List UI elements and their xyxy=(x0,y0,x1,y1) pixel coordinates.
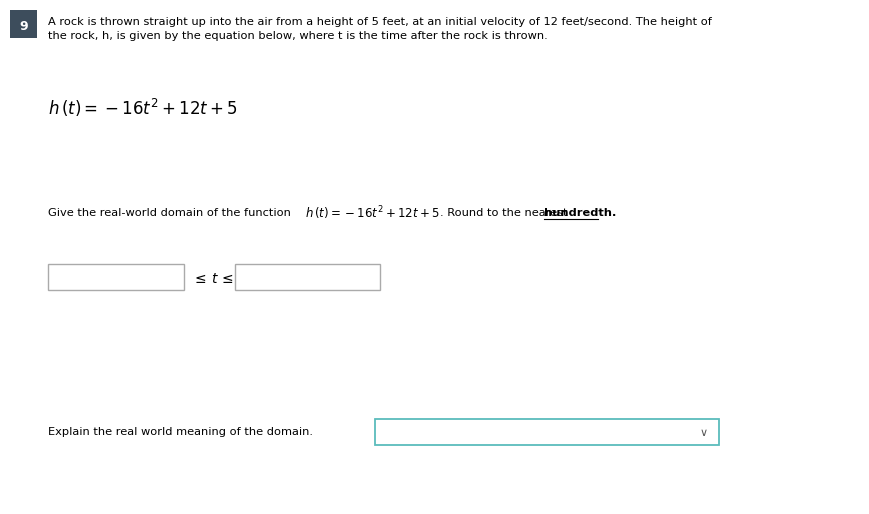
FancyBboxPatch shape xyxy=(375,419,718,445)
Text: $h\,(t) = -16t^2 + 12t + 5$: $h\,(t) = -16t^2 + 12t + 5$ xyxy=(304,204,439,222)
Text: hundredth.: hundredth. xyxy=(543,208,615,218)
FancyBboxPatch shape xyxy=(235,264,380,290)
Text: $h\,(t) = -16t^2 + 12t + 5$: $h\,(t) = -16t^2 + 12t + 5$ xyxy=(49,97,238,119)
Text: the rock, h, is given by the equation below, where t is the time after the rock : the rock, h, is given by the equation be… xyxy=(49,31,547,41)
Text: . Round to the nearest: . Round to the nearest xyxy=(440,208,571,218)
FancyBboxPatch shape xyxy=(10,10,36,38)
FancyBboxPatch shape xyxy=(49,264,183,290)
Text: $\leq\, t\, \leq$: $\leq\, t\, \leq$ xyxy=(191,272,233,286)
Text: Give the real-world domain of the function: Give the real-world domain of the functi… xyxy=(49,208,295,218)
Text: 9: 9 xyxy=(19,21,28,33)
Text: A rock is thrown straight up into the air from a height of 5 feet, at an initial: A rock is thrown straight up into the ai… xyxy=(49,17,712,27)
Text: Explain the real world meaning of the domain.: Explain the real world meaning of the do… xyxy=(49,427,313,437)
Text: ∨: ∨ xyxy=(699,428,706,438)
